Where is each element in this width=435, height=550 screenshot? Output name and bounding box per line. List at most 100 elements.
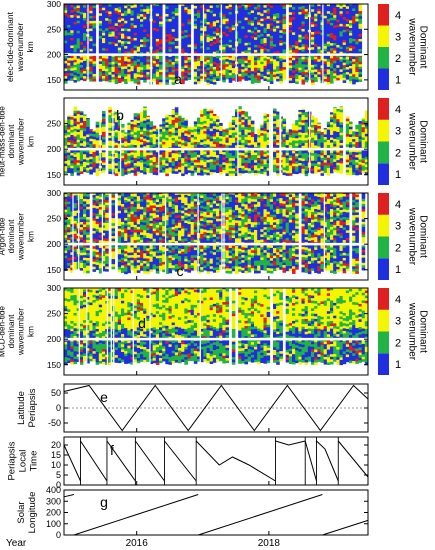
panel-b-cell xyxy=(238,118,242,122)
panel-a-cell xyxy=(124,12,128,16)
panel-a-cell xyxy=(159,8,163,12)
panel-a-cell xyxy=(263,30,268,33)
panel-a-cell xyxy=(209,75,214,79)
panel-a-cell xyxy=(73,13,78,17)
panel-a-cell xyxy=(133,4,138,6)
panel-a-cell xyxy=(222,31,226,35)
panel-a-cell xyxy=(263,57,268,61)
panel-a-cell xyxy=(355,79,359,83)
panel-a-cell xyxy=(288,34,293,38)
panel-b-cell xyxy=(178,136,182,140)
panel-b-cell xyxy=(361,121,366,125)
panel-a-cell xyxy=(174,78,179,82)
panel-b-cell xyxy=(162,118,166,119)
panel-a-cell xyxy=(174,45,179,49)
panel-b-cell xyxy=(304,155,309,159)
panel-b-cell xyxy=(292,160,296,164)
panel-a-cell xyxy=(228,41,233,45)
panel-a-cell xyxy=(193,8,198,11)
panel-a-cell xyxy=(326,8,331,12)
panel-b-cell xyxy=(165,152,169,156)
panel-a-cell xyxy=(257,62,261,66)
panel-a-cell xyxy=(98,20,103,24)
panel-b-cell xyxy=(155,151,160,155)
panel-b-cell xyxy=(149,136,154,140)
panel-a-cell xyxy=(67,9,71,13)
panel-b-cell xyxy=(136,113,141,116)
panel-b-cell xyxy=(323,128,328,132)
panel-b-colorbar-tick: 4 xyxy=(395,104,401,116)
panel-a-cell xyxy=(73,44,78,48)
panel-b-cell xyxy=(206,110,211,114)
panel-a-cell xyxy=(111,5,116,9)
panel-a-cell xyxy=(254,9,258,12)
panel-a-cell xyxy=(89,68,93,72)
panel-b-cell xyxy=(339,127,344,131)
panel-b-cell xyxy=(339,145,344,149)
panel-a-cell xyxy=(355,15,359,19)
panel-b-cell xyxy=(197,123,201,127)
panel-a-cell xyxy=(70,32,74,36)
panel-a-cell xyxy=(79,77,84,81)
panel-a-cell xyxy=(197,37,201,41)
panel-a-cell xyxy=(98,45,103,49)
panel-b-cell xyxy=(314,168,318,172)
panel-a-cell xyxy=(228,4,233,7)
panel-a-cell xyxy=(216,57,220,61)
panel-a-cell xyxy=(339,15,344,19)
panel-b-cell xyxy=(159,169,163,173)
panel-b-cell xyxy=(70,124,74,128)
panel-b-cell xyxy=(143,130,147,134)
panel-a-cell xyxy=(301,48,306,52)
panel-a-cell xyxy=(295,4,299,6)
panel-b-cell xyxy=(298,119,302,123)
panel-a-cell xyxy=(231,27,236,31)
panel-b-cell xyxy=(345,125,350,129)
panel-a-cell xyxy=(314,25,318,29)
panel-a-cell xyxy=(140,8,144,12)
panel-b-cell xyxy=(266,129,271,133)
panel-b-cell xyxy=(228,132,233,136)
panel-a-cell xyxy=(130,35,135,39)
panel-b-cell xyxy=(216,144,220,148)
panel-b-cell xyxy=(146,121,150,125)
panel-b-cell xyxy=(209,133,214,137)
panel-b-cell xyxy=(143,161,147,165)
panel-a-cell xyxy=(98,66,103,69)
panel-a-cell xyxy=(203,30,207,34)
panel-a-cell xyxy=(174,25,179,29)
panel-b-cell xyxy=(225,139,230,143)
panel-b-cell xyxy=(193,151,198,155)
panel-a-cell xyxy=(231,70,236,74)
panel-b-cell xyxy=(311,116,315,120)
panel-a-cell xyxy=(282,64,287,68)
panel-b-cell xyxy=(206,162,211,166)
panel-a-cell xyxy=(184,16,188,20)
panel-a-cell xyxy=(336,69,340,73)
panel-a-cell xyxy=(311,77,315,81)
panel-a-cell xyxy=(117,24,122,28)
panel-a-cell xyxy=(216,27,220,31)
panel-b-cell xyxy=(174,132,179,136)
panel-a-cell xyxy=(165,66,169,70)
panel-c-cell xyxy=(67,239,71,243)
panel-a-cell xyxy=(228,19,233,23)
panel-a-cell xyxy=(165,51,169,55)
panel-a-cell xyxy=(314,18,318,22)
panel-a-cell xyxy=(301,43,306,47)
panel-a-cell xyxy=(64,4,68,6)
panel-a-cell xyxy=(124,55,128,59)
panel-b-cell xyxy=(187,149,192,153)
panel-a-cell xyxy=(130,37,135,41)
panel-b-cell xyxy=(203,125,207,129)
panel-b-cell xyxy=(168,128,173,132)
panel-a-cell xyxy=(320,54,325,58)
panel-a-cell xyxy=(231,6,236,10)
panel-b-cell xyxy=(250,149,255,153)
panel-b-cell xyxy=(124,135,128,139)
panel-a-cell xyxy=(349,50,353,54)
panel-a-cell xyxy=(117,16,122,20)
panel-a-cell xyxy=(336,31,340,35)
panel-b-cell xyxy=(317,161,321,165)
panel-a-cell xyxy=(111,10,116,14)
